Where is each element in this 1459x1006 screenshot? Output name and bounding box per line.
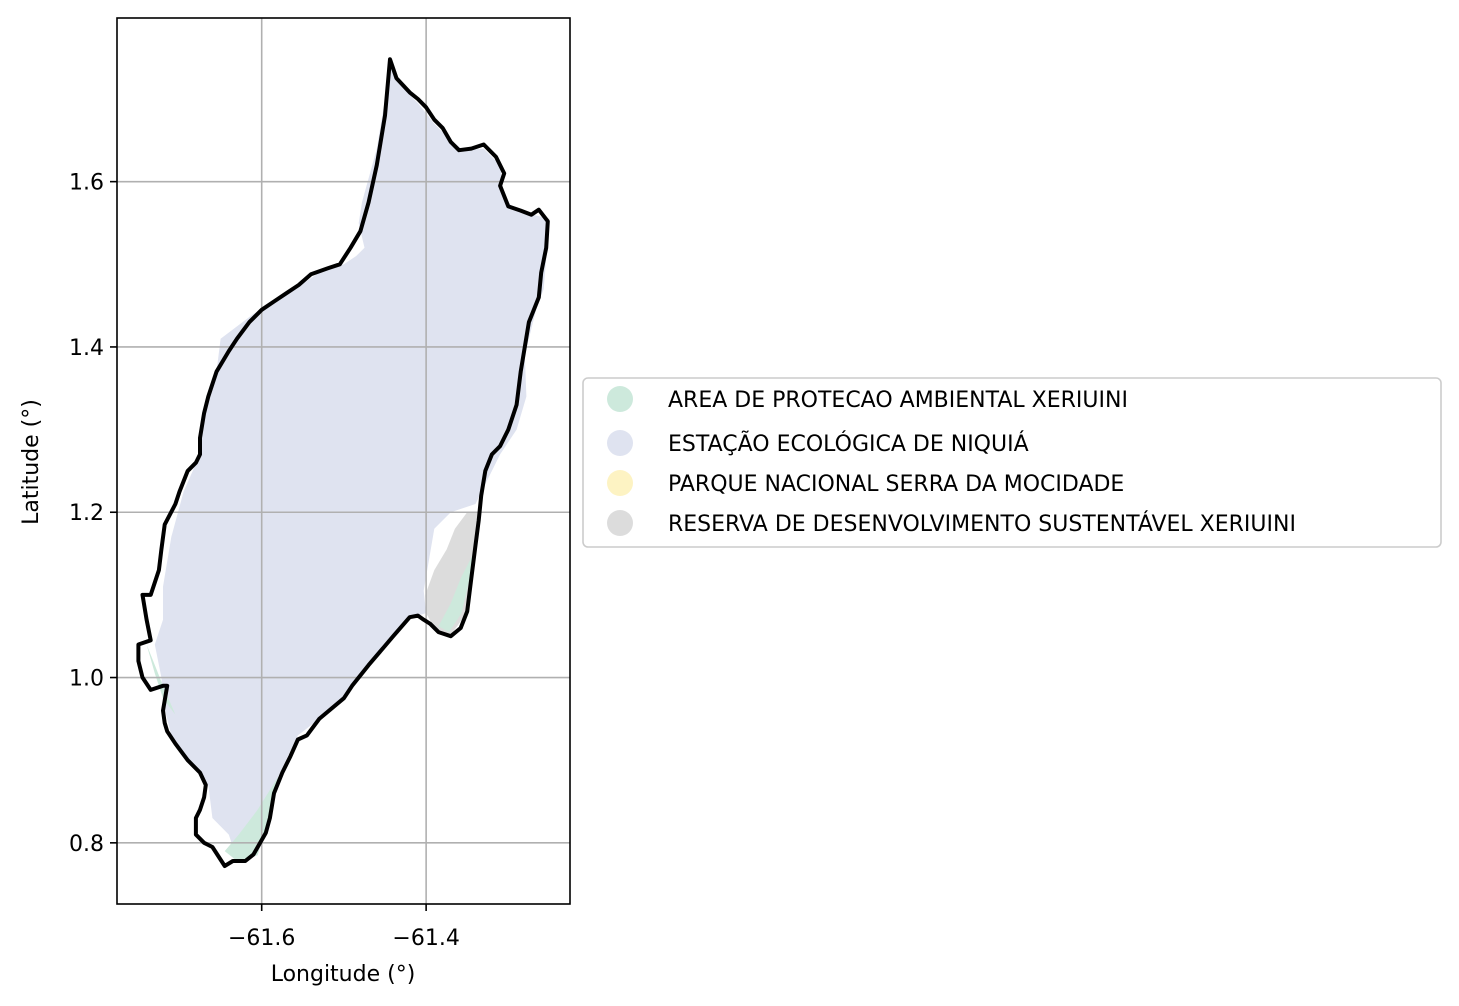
region-polygon-3 [224, 776, 279, 861]
boundary-line [136, 57, 550, 868]
x-tick-label-1: −61.4 [392, 926, 459, 951]
grid-lines [117, 18, 570, 904]
axis-ticks: −61.6 −61.4 0.8 1.0 1.2 1.4 1.6 [69, 171, 460, 951]
legend-items: AREA DE PROTECAO AMBIENTAL XERIUINI ESTAÇ… [607, 386, 1296, 537]
x-axis-label: Longitude (°) [271, 962, 416, 987]
region-polygon-0 [154, 61, 550, 860]
region-polygon-2 [438, 549, 476, 633]
legend-label-3: RESERVA DE DESENVOLVIMENTO SUSTENTÁVEL X… [668, 511, 1296, 537]
protected-area-regions [146, 61, 550, 861]
legend: AREA DE PROTECAO AMBIENTAL XERIUINI ESTAÇ… [582, 377, 1442, 548]
legend-label-0: AREA DE PROTECAO AMBIENTAL XERIUINI [668, 388, 1128, 413]
legend-marker-2 [607, 470, 633, 496]
boundary-outline [136, 57, 550, 868]
legend-frame [582, 377, 1442, 548]
plot-area [116, 17, 571, 905]
axes-frame [116, 17, 571, 905]
region-polygon-1 [425, 512, 478, 635]
y-tick-label-2: 1.2 [69, 501, 104, 526]
legend-label-1: ESTAÇÃO ECOLÓGICA DE NIQUIÁ [668, 430, 1029, 457]
y-tick-label-1: 1.0 [69, 667, 104, 692]
legend-marker-0 [607, 386, 633, 412]
legend-label-2: PARQUE NACIONAL SERRA DA MOCIDADE [668, 472, 1124, 497]
y-tick-label-0: 0.8 [69, 832, 104, 857]
y-axis-label: Latitude (°) [19, 399, 44, 525]
legend-marker-3 [607, 510, 633, 536]
y-tick-label-3: 1.4 [69, 336, 104, 361]
y-tick-label-4: 1.6 [69, 171, 104, 196]
x-tick-label-0: −61.6 [228, 926, 295, 951]
legend-marker-1 [607, 430, 633, 456]
